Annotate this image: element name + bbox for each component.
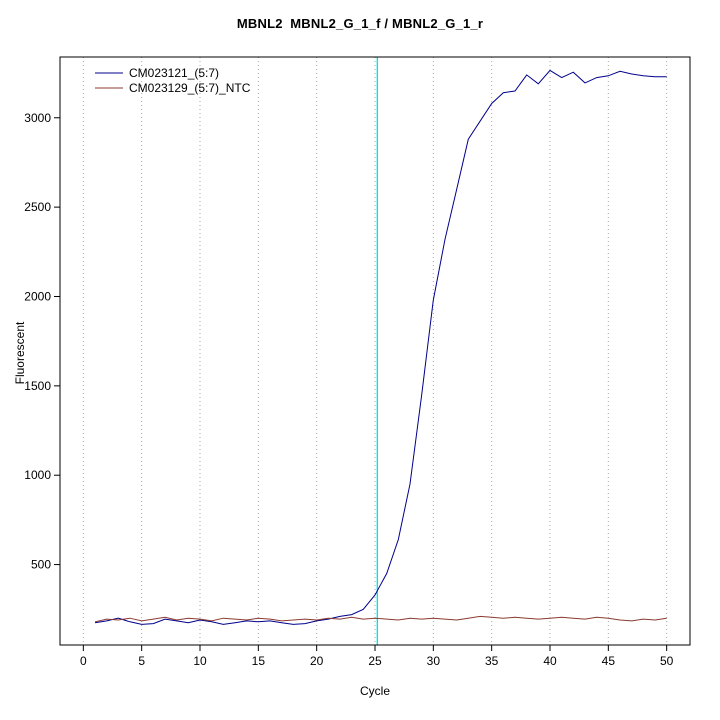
x-tick-label-10: 10 <box>193 654 207 668</box>
y-tick-label-2500: 2500 <box>24 200 51 214</box>
x-tick-label-5: 5 <box>138 654 145 668</box>
x-tick-label-50: 50 <box>660 654 674 668</box>
x-tick-label-15: 15 <box>252 654 266 668</box>
series-line-0 <box>94 69 667 625</box>
x-tick-label-30: 30 <box>427 654 441 668</box>
chart-title: MBNL2 MBNL2_G_1_f / MBNL2_G_1_r <box>236 16 484 31</box>
series-line-1 <box>94 615 667 623</box>
y-tick-label-1000: 1000 <box>24 468 51 482</box>
legend-label-1: CM023129_(5:7)_NTC <box>129 81 251 95</box>
x-tick-label-45: 45 <box>602 654 616 668</box>
y-tick-label-3000: 3000 <box>24 111 51 125</box>
y-tick-label-500: 500 <box>31 558 51 572</box>
y-tick-label-1500: 1500 <box>24 379 51 393</box>
y-tick-label-2000: 2000 <box>24 289 51 303</box>
x-tick-label-20: 20 <box>310 654 324 668</box>
x-tick-label-35: 35 <box>485 654 499 668</box>
x-tick-label-40: 40 <box>543 654 557 668</box>
legend-label-0: CM023121_(5:7) <box>129 66 219 80</box>
x-tick-label-0: 0 <box>80 654 87 668</box>
x-tick-label-25: 25 <box>368 654 382 668</box>
x-axis-label: Cycle <box>359 684 390 698</box>
